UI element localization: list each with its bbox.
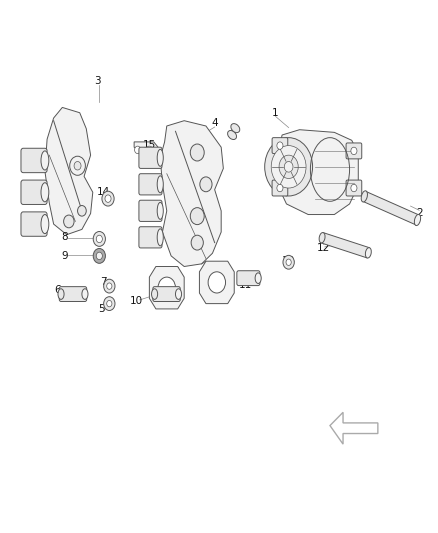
FancyBboxPatch shape <box>21 180 47 205</box>
Circle shape <box>279 155 298 179</box>
FancyBboxPatch shape <box>346 180 362 196</box>
Polygon shape <box>278 130 358 215</box>
FancyBboxPatch shape <box>139 147 162 168</box>
Ellipse shape <box>157 176 163 193</box>
Ellipse shape <box>231 124 240 133</box>
Circle shape <box>351 147 357 155</box>
Circle shape <box>351 184 357 192</box>
Circle shape <box>191 235 203 250</box>
FancyBboxPatch shape <box>346 143 362 159</box>
Circle shape <box>190 144 204 161</box>
Ellipse shape <box>41 183 49 202</box>
Circle shape <box>265 138 313 196</box>
Circle shape <box>104 279 115 293</box>
Circle shape <box>283 255 294 269</box>
Circle shape <box>134 146 141 154</box>
Circle shape <box>286 259 291 265</box>
Polygon shape <box>160 120 223 266</box>
Text: 7: 7 <box>100 277 107 287</box>
FancyBboxPatch shape <box>59 287 87 302</box>
Polygon shape <box>45 108 93 235</box>
Ellipse shape <box>228 131 237 140</box>
FancyBboxPatch shape <box>21 148 47 173</box>
FancyBboxPatch shape <box>139 174 162 195</box>
FancyBboxPatch shape <box>153 287 180 302</box>
Circle shape <box>102 191 114 206</box>
Text: 13: 13 <box>282 256 295 266</box>
Ellipse shape <box>82 289 88 300</box>
Circle shape <box>70 156 85 175</box>
Polygon shape <box>363 191 419 225</box>
Circle shape <box>74 161 81 170</box>
Circle shape <box>190 208 204 224</box>
Text: 9: 9 <box>61 251 68 261</box>
FancyBboxPatch shape <box>139 200 162 221</box>
Text: 4: 4 <box>212 118 218 128</box>
Ellipse shape <box>365 248 371 258</box>
Circle shape <box>64 215 74 228</box>
Ellipse shape <box>157 149 163 166</box>
Text: 12: 12 <box>317 243 330 253</box>
Text: 11: 11 <box>238 280 252 290</box>
Ellipse shape <box>157 229 163 246</box>
Text: 6: 6 <box>55 285 61 295</box>
Circle shape <box>96 252 102 260</box>
Text: 5: 5 <box>98 304 105 314</box>
Ellipse shape <box>319 232 325 243</box>
Polygon shape <box>134 142 158 163</box>
FancyBboxPatch shape <box>21 212 47 236</box>
Circle shape <box>158 277 176 298</box>
Text: 1: 1 <box>272 108 279 118</box>
Polygon shape <box>149 266 184 309</box>
Ellipse shape <box>41 215 49 233</box>
Polygon shape <box>330 413 378 444</box>
Ellipse shape <box>414 214 420 225</box>
Text: 10: 10 <box>130 296 143 306</box>
FancyBboxPatch shape <box>272 138 288 154</box>
Text: 2: 2 <box>416 208 423 219</box>
FancyBboxPatch shape <box>272 180 288 196</box>
Ellipse shape <box>157 203 163 219</box>
Circle shape <box>200 177 212 192</box>
Ellipse shape <box>361 191 367 202</box>
Circle shape <box>96 235 102 243</box>
Ellipse shape <box>176 289 182 300</box>
Text: 3: 3 <box>94 76 100 86</box>
Text: 15: 15 <box>143 140 156 150</box>
Circle shape <box>208 272 226 293</box>
Circle shape <box>107 283 112 289</box>
Circle shape <box>105 195 111 203</box>
Circle shape <box>277 142 283 149</box>
Ellipse shape <box>58 289 64 300</box>
Circle shape <box>93 231 106 246</box>
Text: 14: 14 <box>97 187 110 197</box>
Polygon shape <box>321 232 370 258</box>
Ellipse shape <box>152 289 158 300</box>
FancyBboxPatch shape <box>237 271 260 286</box>
Circle shape <box>145 146 153 156</box>
Ellipse shape <box>255 273 261 284</box>
Ellipse shape <box>41 151 49 170</box>
FancyBboxPatch shape <box>139 227 162 248</box>
Circle shape <box>271 146 306 188</box>
Text: 8: 8 <box>61 232 68 243</box>
Circle shape <box>78 206 86 216</box>
Circle shape <box>104 297 115 311</box>
Circle shape <box>277 184 283 192</box>
Circle shape <box>107 301 112 307</box>
Polygon shape <box>199 261 234 304</box>
Circle shape <box>93 248 106 263</box>
Circle shape <box>284 161 293 172</box>
